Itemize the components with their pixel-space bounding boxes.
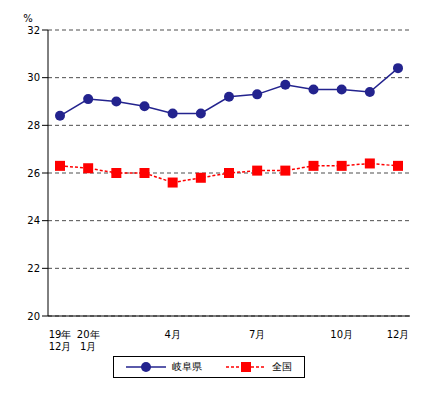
html-text:全国: 全国 [272,361,292,372]
svg-text:20年1月: 20年1月 [77,329,100,352]
svg-text:26: 26 [27,168,40,179]
svg-text:%: % [23,13,33,24]
svg-text:12月: 12月 [387,329,410,340]
svg-text:19年12月: 19年12月 [49,329,72,352]
svg-text:4月: 4月 [164,329,180,340]
svg-text:20: 20 [27,311,40,322]
svg-text:24: 24 [27,215,40,226]
svg-text:28: 28 [27,120,40,131]
svg-text:32: 32 [27,25,40,36]
svg-text:30: 30 [27,72,40,83]
svg-text:10月: 10月 [330,329,353,340]
svg-text:7月: 7月 [249,329,265,340]
svg-text:22: 22 [27,263,40,274]
html-text:岐阜県: 岐阜県 [172,361,202,372]
